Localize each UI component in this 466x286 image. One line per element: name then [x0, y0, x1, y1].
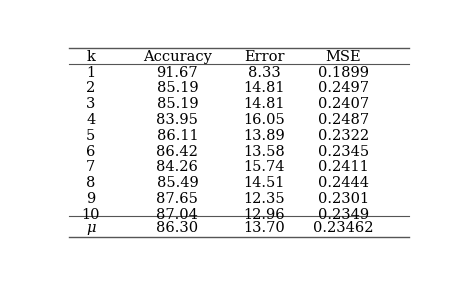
Text: 0.1899: 0.1899: [318, 65, 369, 80]
Text: 15.74: 15.74: [243, 160, 285, 174]
Text: 4: 4: [86, 113, 96, 127]
Text: 3: 3: [86, 97, 96, 111]
Text: 13.89: 13.89: [243, 129, 285, 143]
Text: 14.51: 14.51: [243, 176, 285, 190]
Text: 0.2345: 0.2345: [318, 144, 369, 158]
Text: 0.2487: 0.2487: [318, 113, 369, 127]
Text: 0.2497: 0.2497: [318, 82, 369, 96]
Text: 13.70: 13.70: [243, 221, 285, 235]
Text: 0.2301: 0.2301: [318, 192, 369, 206]
Text: 12.96: 12.96: [243, 208, 285, 222]
Text: 13.58: 13.58: [243, 144, 285, 158]
Text: 9: 9: [86, 192, 96, 206]
Text: 5: 5: [86, 129, 96, 143]
Text: 84.26: 84.26: [157, 160, 199, 174]
Text: 8: 8: [86, 176, 96, 190]
Text: Error: Error: [244, 50, 284, 64]
Text: 0.2411: 0.2411: [318, 160, 369, 174]
Text: 16.05: 16.05: [243, 113, 285, 127]
Text: 2: 2: [86, 82, 96, 96]
Text: 85.19: 85.19: [157, 82, 198, 96]
Text: 85.19: 85.19: [157, 97, 198, 111]
Text: 86.11: 86.11: [157, 129, 198, 143]
Text: 87.65: 87.65: [157, 192, 199, 206]
Text: 87.04: 87.04: [157, 208, 199, 222]
Text: 12.35: 12.35: [243, 192, 285, 206]
Text: MSE: MSE: [326, 50, 361, 64]
Text: 7: 7: [86, 160, 96, 174]
Text: 83.95: 83.95: [157, 113, 199, 127]
Text: 86.42: 86.42: [157, 144, 199, 158]
Text: 1: 1: [86, 65, 96, 80]
Text: 91.67: 91.67: [157, 65, 198, 80]
Text: 6: 6: [86, 144, 96, 158]
Text: μ: μ: [86, 221, 96, 235]
Text: 0.2322: 0.2322: [318, 129, 369, 143]
Text: 0.23462: 0.23462: [313, 221, 374, 235]
Text: 14.81: 14.81: [243, 82, 285, 96]
Text: 0.2444: 0.2444: [318, 176, 369, 190]
Text: 0.2349: 0.2349: [318, 208, 369, 222]
Text: 0.2407: 0.2407: [318, 97, 369, 111]
Text: 85.49: 85.49: [157, 176, 199, 190]
Text: 8.33: 8.33: [248, 65, 281, 80]
Text: 14.81: 14.81: [243, 97, 285, 111]
Text: k: k: [86, 50, 95, 64]
Text: 10: 10: [82, 208, 100, 222]
Text: 86.30: 86.30: [157, 221, 199, 235]
Text: Accuracy: Accuracy: [143, 50, 212, 64]
